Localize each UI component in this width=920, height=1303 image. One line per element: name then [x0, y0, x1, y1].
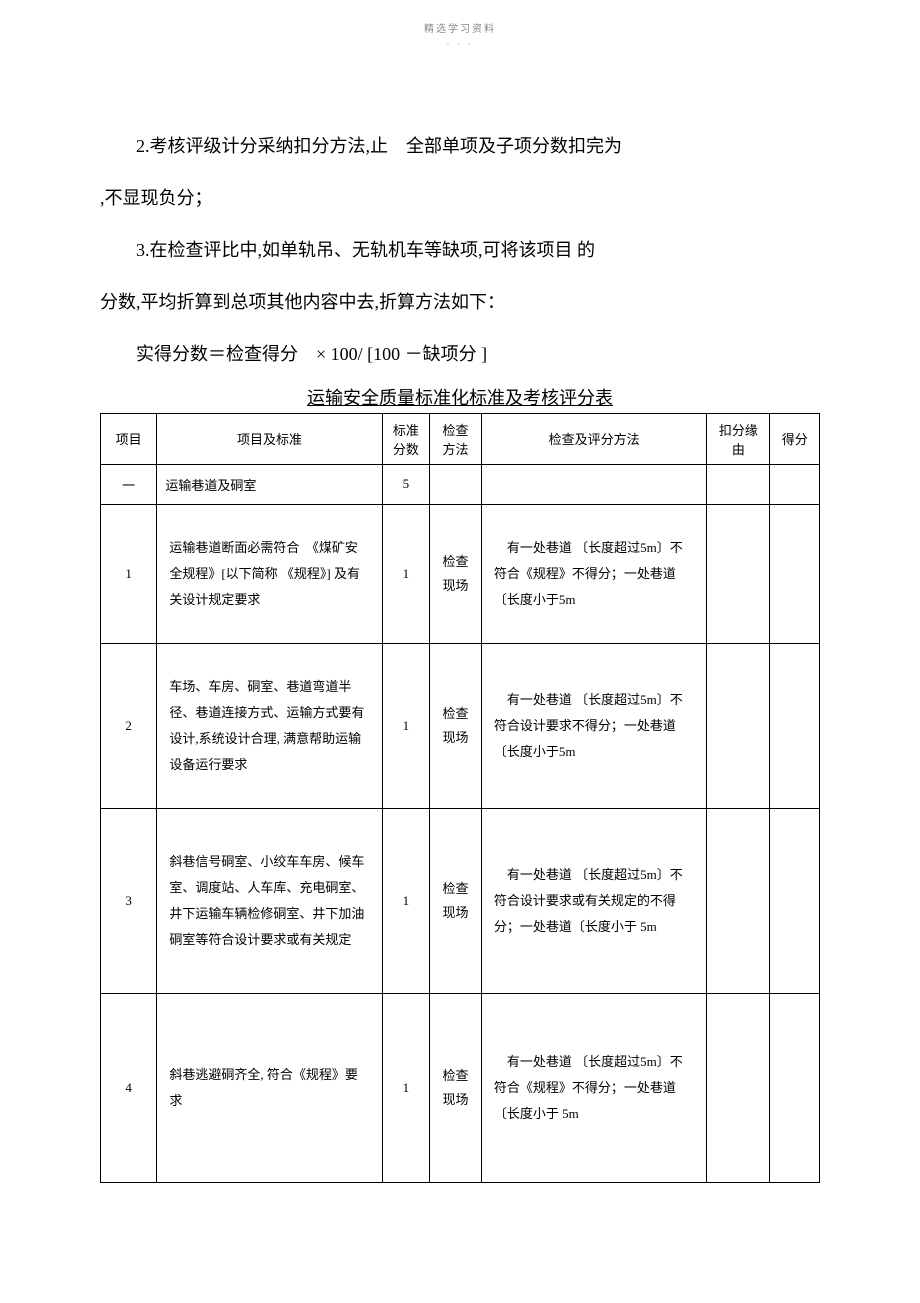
paragraph-3-line2: 分数,平均折算到总项其他内容中去,折算方法如下： — [100, 284, 820, 320]
cell-eval — [481, 464, 706, 504]
header-col-5: 检查及评分方法 — [481, 413, 706, 464]
table-row: 一 运输巷道及硐室 5 — [101, 464, 820, 504]
cell-method: 检查现场 — [430, 643, 482, 808]
cell-reason — [707, 808, 770, 993]
cell-num: 3 — [101, 808, 157, 993]
cell-num: 2 — [101, 643, 157, 808]
cell-score: 5 — [382, 464, 429, 504]
cell-num: 4 — [101, 993, 157, 1182]
cell-method: 检查现场 — [430, 504, 482, 643]
cell-item: 斜巷逃避硐齐全, 符合《规程》要求 — [157, 993, 382, 1182]
evaluation-table: 项目 项目及标准 标准分数 检查方法 检查及评分方法 扣分缘由 得分 一 运输巷… — [100, 413, 820, 1183]
header-col-3: 标准分数 — [382, 413, 429, 464]
cell-score: 1 — [382, 808, 429, 993]
cell-item: 车场、车房、硐室、巷道弯道半径、巷道连接方式、运输方式要有设计,系统设计合理, … — [157, 643, 382, 808]
cell-reason — [707, 993, 770, 1182]
cell-reason — [707, 643, 770, 808]
cell-eval: 有一处巷道 〔长度超过5m〕不符合设计要求不得分；一处巷道 〔长度小于5m — [481, 643, 706, 808]
header-dots: - - - — [100, 39, 820, 48]
cell-num: 一 — [101, 464, 157, 504]
cell-eval: 有一处巷道 〔长度超过5m〕不符合《规程》不得分；一处巷道 〔长度小于 5m — [481, 993, 706, 1182]
cell-method — [430, 464, 482, 504]
cell-score: 1 — [382, 643, 429, 808]
cell-method: 检查现场 — [430, 993, 482, 1182]
header-col-1: 项目 — [101, 413, 157, 464]
paragraph-3-line1: 3.在检查评比中,如单轨吊、无轨机车等缺项,可将该项目 的 — [100, 232, 820, 268]
cell-item: 运输巷道断面必需符合 《煤矿安全规程》[以下简称 《规程》] 及有关设计规定要求 — [157, 504, 382, 643]
cell-item: 斜巷信号硐室、小绞车车房、候车室、调度站、人车库、充电硐室、 井下运输车辆检修硐… — [157, 808, 382, 993]
table-row: 1 运输巷道断面必需符合 《煤矿安全规程》[以下简称 《规程》] 及有关设计规定… — [101, 504, 820, 643]
header-col-7: 得分 — [770, 413, 820, 464]
cell-got — [770, 504, 820, 643]
cell-got — [770, 808, 820, 993]
cell-got — [770, 993, 820, 1182]
table-row: 3 斜巷信号硐室、小绞车车房、候车室、调度站、人车库、充电硐室、 井下运输车辆检… — [101, 808, 820, 993]
paragraph-2-line1: 2.考核评级计分采纳扣分方法,止 全部单项及子项分数扣完为 — [100, 128, 820, 164]
cell-score: 1 — [382, 504, 429, 643]
cell-got — [770, 643, 820, 808]
cell-num: 1 — [101, 504, 157, 643]
cell-eval: 有一处巷道 〔长度超过5m〕不符合《规程》不得分；一处巷道 〔长度小于5m — [481, 504, 706, 643]
header-col-2: 项目及标准 — [157, 413, 382, 464]
table-title: 运输安全质量标准化标准及考核评分表 — [100, 384, 820, 413]
formula-text: 实得分数＝检查得分 × 100/ [100 －缺项分 ] — [100, 336, 820, 372]
header-small-text: 精选学习资料 — [100, 20, 820, 35]
cell-reason — [707, 504, 770, 643]
table-row: 4 斜巷逃避硐齐全, 符合《规程》要求 1 检查现场 有一处巷道 〔长度超过5m… — [101, 993, 820, 1182]
cell-method: 检查现场 — [430, 808, 482, 993]
cell-eval: 有一处巷道 〔长度超过5m〕不符合设计要求或有关规定的不得分；一处巷道〔长度小于… — [481, 808, 706, 993]
header-col-6: 扣分缘由 — [707, 413, 770, 464]
table-header-row: 项目 项目及标准 标准分数 检查方法 检查及评分方法 扣分缘由 得分 — [101, 413, 820, 464]
cell-reason — [707, 464, 770, 504]
cell-score: 1 — [382, 993, 429, 1182]
header-col-4: 检查方法 — [430, 413, 482, 464]
paragraph-2-line2: ,不显现负分； — [100, 180, 820, 216]
table-row: 2 车场、车房、硐室、巷道弯道半径、巷道连接方式、运输方式要有设计,系统设计合理… — [101, 643, 820, 808]
cell-got — [770, 464, 820, 504]
cell-item: 运输巷道及硐室 — [157, 464, 382, 504]
